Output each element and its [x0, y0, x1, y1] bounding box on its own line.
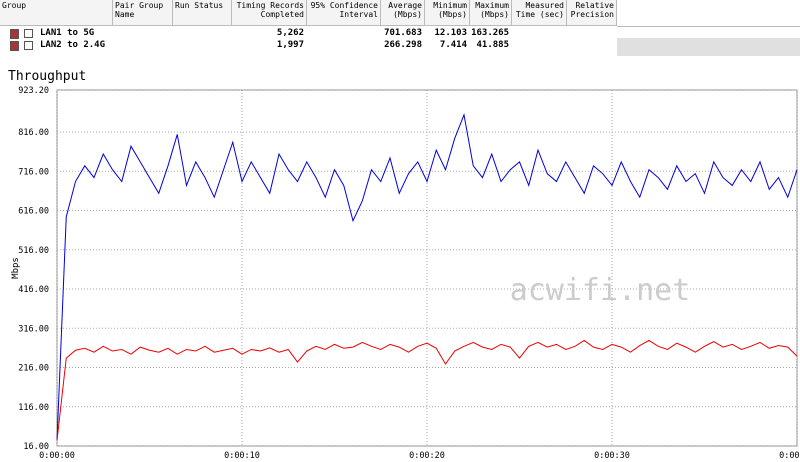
- x-tick-label: 0:00:20: [409, 451, 445, 461]
- column-header: Pair Group Name: [113, 0, 173, 26]
- y-axis-label: Mbps: [11, 257, 21, 279]
- table-cell: LAN2 to 2.4G: [40, 40, 106, 50]
- header-fill: [617, 0, 800, 27]
- right-gray: [617, 38, 800, 56]
- expand-icon: [24, 29, 33, 38]
- y-tick-label: 216.00: [18, 364, 49, 374]
- y-tick-label: 16.00: [23, 442, 49, 452]
- column-header: Timing Records Completed: [232, 0, 307, 26]
- column-header: Maximum (Mbps): [470, 0, 512, 26]
- y-tick-label: 516.00: [18, 246, 49, 256]
- pair-icon: [10, 29, 19, 39]
- expand-icon: [24, 41, 33, 50]
- column-header: Minimum (Mbps): [425, 0, 470, 26]
- chart-title: Throughput: [8, 69, 86, 84]
- table-cell: 163.265: [471, 28, 509, 38]
- table-cell: LAN1 to 5G: [40, 28, 95, 38]
- column-header: Run Status: [173, 0, 232, 26]
- x-tick-label: 0:00:10: [224, 451, 260, 461]
- x-tick-label: 0:00:40: [779, 451, 800, 461]
- table-cell: 5,262: [276, 28, 304, 38]
- y-tick-label: 816.00: [18, 128, 49, 138]
- table-cell: 41.885: [476, 40, 509, 50]
- table-cell: 1,997: [276, 40, 304, 50]
- table-cell: 701.683: [384, 28, 422, 38]
- column-header: Group: [0, 0, 113, 26]
- chart: Throughput Mbps acwifi.net 16.00 116.00 21…: [0, 62, 800, 462]
- column-header: 95% Confidence Interval: [307, 0, 381, 26]
- series-line: [56, 339, 798, 441]
- column-header: Relative Precision: [567, 0, 617, 26]
- column-header: Measured Time (sec): [512, 0, 567, 26]
- y-tick-label: 716.00: [18, 167, 49, 177]
- series-line: [56, 112, 798, 441]
- y-tick-label: 316.00: [18, 324, 49, 334]
- results-table: Group Pair Group Name Run Status Timing Rec…: [0, 0, 800, 56]
- table-cell: 7.414: [439, 40, 467, 50]
- x-tick-label: 0:00:00: [39, 451, 75, 461]
- table-cell: 12.103: [434, 28, 467, 38]
- y-tick-label: 616.00: [18, 207, 49, 217]
- watermark: acwifi.net: [510, 273, 691, 308]
- y-tick-label: 416.00: [18, 285, 49, 295]
- column-header: Average (Mbps): [381, 0, 425, 26]
- table-cell: 266.298: [384, 40, 422, 50]
- pair-icon: [10, 41, 19, 51]
- y-tick-label: 116.00: [18, 403, 49, 413]
- y-tick-label: 923.20: [18, 86, 49, 96]
- x-tick-label: 0:00:30: [594, 451, 630, 461]
